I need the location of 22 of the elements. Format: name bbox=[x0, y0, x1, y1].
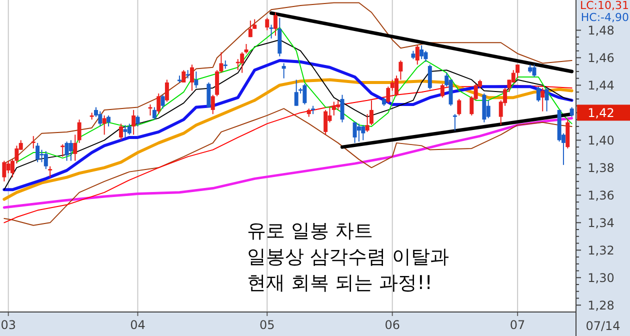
y-tick-label: 1,36 bbox=[588, 188, 614, 203]
annotation: 07/14 bbox=[586, 319, 620, 333]
y-tick-label: 1,46 bbox=[588, 51, 614, 66]
y-tick-label: 1,30 bbox=[588, 271, 614, 286]
annotation: 일봉상 삼각수렴 이탈과 bbox=[247, 246, 450, 268]
annotation: 유로 일봉 차트 bbox=[247, 220, 374, 242]
x-tick-label: 05 bbox=[259, 318, 275, 332]
annotation: 1,42 bbox=[577, 104, 630, 121]
x-tick-label: 07 bbox=[510, 318, 526, 332]
y-tick-label: 1,28 bbox=[588, 298, 614, 313]
y-tick-label: 1,38 bbox=[588, 161, 614, 176]
x-tick-label: 03 bbox=[0, 318, 16, 332]
y-tick-label: 1,34 bbox=[588, 216, 614, 230]
annotation: 현재 회복 되는 과정!! bbox=[247, 272, 432, 294]
x-tick-label: 06 bbox=[384, 318, 400, 332]
y-tick-label: 1,44 bbox=[588, 78, 614, 93]
y-tick-label: 1,32 bbox=[588, 244, 614, 258]
y-tick-label: 1,40 bbox=[588, 134, 614, 148]
x-tick-label: 04 bbox=[130, 318, 146, 332]
annotation: HC:-4,90 bbox=[580, 11, 629, 24]
y-tick-label: 1,48 bbox=[588, 24, 614, 38]
annotation: LC:10,31 bbox=[580, 0, 629, 12]
